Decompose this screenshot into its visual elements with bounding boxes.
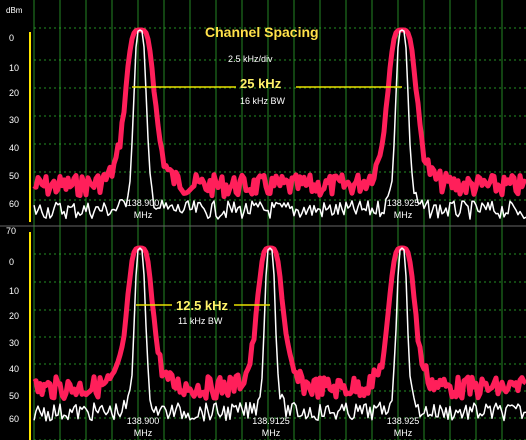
top-ytick: 50 [9, 171, 20, 181]
bottom-wide-trace [32, 245, 526, 401]
bottom-marker-unit: MHz [393, 428, 413, 438]
bottom-marker-freq: 138.900 [126, 416, 160, 426]
top-spacing-label: 25 kHz [240, 76, 282, 91]
chart-title: Channel Spacing [205, 24, 319, 40]
bottom-ytick: 30 [9, 338, 20, 348]
bottom-marker-unit: MHz [133, 428, 153, 438]
top-marker-freq: 138.925 [386, 198, 420, 208]
top-bw-label: 16 kHz BW [240, 96, 286, 106]
top-ytick: 40 [9, 143, 20, 153]
bottom-marker-freq: 138.925 [386, 416, 420, 426]
top-ytick: 60 [9, 199, 20, 209]
bottom-ytick: 60 [9, 414, 20, 424]
top-marker-unit: MHz [133, 210, 153, 220]
top-marker-freq: 138.900 [126, 198, 160, 208]
bottom-narrow-trace [33, 247, 526, 422]
unit-label: dBm [6, 6, 23, 15]
top-ytick: 10 [9, 63, 20, 73]
bottom-ytick: 70 [6, 226, 17, 236]
top-narrow-trace [33, 29, 526, 220]
bottom-ytick: 0 [9, 257, 15, 267]
bottom-marker-freq: 138.9125 [252, 416, 290, 426]
bottom-bw-label: 11 kHz BW [178, 316, 223, 326]
bottom-ytick: 20 [9, 311, 20, 321]
bottom-ytick: 40 [9, 364, 20, 374]
top-wide-trace [32, 27, 526, 200]
top-marker-unit: MHz [393, 210, 413, 220]
top-ytick: 20 [9, 88, 20, 98]
scale-label: 2.5 kHz/div [228, 54, 273, 64]
bottom-spacing-label: 12.5 kHz [176, 298, 229, 313]
bottom-ytick: 50 [9, 391, 20, 401]
top-ytick: 0 [9, 33, 15, 43]
bottom-marker-unit: MHz [261, 428, 281, 438]
bottom-ytick: 10 [9, 286, 20, 296]
top-ytick: 30 [9, 115, 20, 125]
